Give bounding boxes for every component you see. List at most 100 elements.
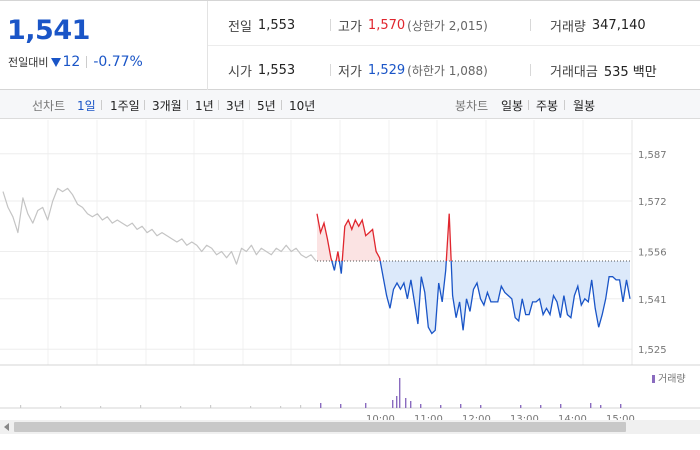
- stat-prev-close: 전일 1,553: [228, 16, 295, 35]
- stat-open: 시가 1,553: [228, 61, 295, 80]
- change-percent: -0.77%: [93, 54, 143, 70]
- stat-divider: [530, 19, 531, 31]
- period-divider: [187, 100, 188, 110]
- area-above-reference: [317, 213, 452, 261]
- period-divider: [564, 100, 565, 110]
- low-value: 1,529: [367, 63, 406, 78]
- period-divider: [281, 100, 282, 110]
- volume-bar-history: [140, 405, 142, 408]
- volume-bar-history: [100, 406, 102, 408]
- stat-divider: [530, 64, 531, 76]
- history-price-line: [2, 187, 317, 265]
- volume-bar: [420, 404, 422, 408]
- period-bar: 선차트 1일 1주일 3개월 1년 3년 5년 10년 봉차트 일봉 주봉 월봉: [0, 90, 700, 119]
- period-divider: [101, 100, 102, 110]
- volume-bar: [410, 401, 412, 408]
- period-1w[interactable]: 1주일: [110, 99, 140, 113]
- x-tick-label: 14:00: [558, 414, 587, 420]
- volume-bar: [399, 378, 401, 408]
- volume-bar-history: [180, 406, 182, 408]
- volume-bar: [620, 404, 622, 408]
- volume-bar: [440, 405, 442, 408]
- volume-bar: [480, 405, 482, 408]
- volume-bar: [396, 396, 398, 408]
- stat-high: 고가 1,570 (상한가 2,015): [338, 16, 488, 35]
- stat-low: 저가 1,529 (하한가 1,088): [338, 61, 488, 80]
- x-tick-label: 12:00: [462, 414, 491, 420]
- chart-areas: [317, 213, 630, 334]
- y-axis-labels: 1,525 1,541 1,556 1,572 1,587: [638, 150, 667, 356]
- area-below-reference: [317, 260, 630, 334]
- prev-close-label: 전일: [228, 20, 252, 35]
- chart-grid: [0, 120, 633, 365]
- period-divider: [249, 100, 250, 110]
- change-divider: [86, 56, 88, 68]
- line-chart-label: 선차트: [32, 99, 66, 113]
- volume-panel: 거래량: [0, 364, 700, 409]
- x-axis-labels: 10:00 11:00 12:00 13:00 14:00 15:00: [366, 414, 635, 420]
- x-tick-label: 13:00: [510, 414, 539, 420]
- change-label: 전일대비: [8, 56, 49, 69]
- stat-divider: [330, 64, 331, 76]
- today-price-line-up: [316, 213, 452, 261]
- period-5y[interactable]: 5년: [257, 99, 276, 113]
- current-price: 1,541: [7, 15, 90, 46]
- open-label: 시가: [228, 65, 252, 80]
- volume-bar: [365, 403, 367, 408]
- stat-divider: [330, 19, 331, 31]
- down-triangle-icon: [51, 57, 62, 67]
- y-tick-label: 1,572: [638, 197, 667, 208]
- volume-bar: [540, 405, 542, 408]
- period-1y[interactable]: 1년: [195, 99, 214, 113]
- volume-bar: [340, 404, 342, 408]
- period-daily-candle[interactable]: 일봉: [501, 99, 524, 113]
- volume-bar: [600, 405, 602, 408]
- volume-bar-history: [60, 406, 62, 408]
- period-monthly-candle[interactable]: 월봉: [573, 99, 596, 113]
- prev-close-value: 1,553: [257, 18, 296, 33]
- price-box: 1,541 전일대비 12 -0.77%: [0, 1, 208, 90]
- volume-bar: [560, 404, 562, 408]
- period-divider: [144, 100, 145, 110]
- chart-lines: [2, 187, 631, 335]
- price-chart[interactable]: 1,525 1,541 1,556 1,572 1,587 거래량 10:00 11:00…: [0, 120, 700, 420]
- volume-bar: [405, 398, 407, 408]
- volume-bar-history: [280, 406, 282, 408]
- volume-label: 거래량: [550, 20, 586, 35]
- volume-bar: [392, 400, 394, 408]
- period-1d[interactable]: 1일: [77, 99, 96, 113]
- volume-legend-swatch: [652, 375, 655, 383]
- volume-bar: [460, 404, 462, 408]
- volume-bar-history: [300, 405, 302, 408]
- period-weekly-candle[interactable]: 주봉: [536, 99, 559, 113]
- high-label: 고가: [338, 20, 362, 35]
- y-tick-label: 1,541: [638, 295, 667, 306]
- upper-limit: (상한가 2,015): [407, 19, 488, 33]
- scroll-thumb[interactable]: [14, 422, 626, 432]
- period-divider: [528, 100, 529, 110]
- volume-bar-history: [210, 405, 212, 408]
- period-3y[interactable]: 3년: [226, 99, 245, 113]
- open-value: 1,553: [257, 63, 296, 78]
- scroll-left-arrow-icon[interactable]: [4, 423, 9, 431]
- x-tick-label: 10:00: [366, 414, 395, 420]
- candle-chart-label: 봉차트: [455, 99, 489, 113]
- change-line: 전일대비 12 -0.77%: [8, 54, 143, 70]
- low-label: 저가: [338, 65, 362, 80]
- chart-scrollbar[interactable]: [0, 420, 700, 434]
- volume-bar-history: [20, 405, 22, 408]
- volume-legend-label: 거래량: [658, 373, 686, 385]
- y-tick-label: 1,587: [638, 150, 667, 161]
- period-divider: [218, 100, 219, 110]
- stat-amount: 거래대금 535 백만: [550, 61, 657, 80]
- change-amount: 12: [62, 54, 81, 70]
- stat-row-divider: [208, 45, 700, 46]
- lower-limit: (하한가 1,088): [407, 64, 488, 78]
- volume-value: 347,140: [591, 18, 646, 33]
- period-10y[interactable]: 10년: [289, 99, 316, 113]
- x-tick-label: 15:00: [606, 414, 635, 420]
- period-3m[interactable]: 3개월: [152, 99, 182, 113]
- volume-bar: [520, 405, 522, 408]
- amount-value: 535 백만: [603, 65, 657, 80]
- high-value: 1,570: [367, 18, 406, 33]
